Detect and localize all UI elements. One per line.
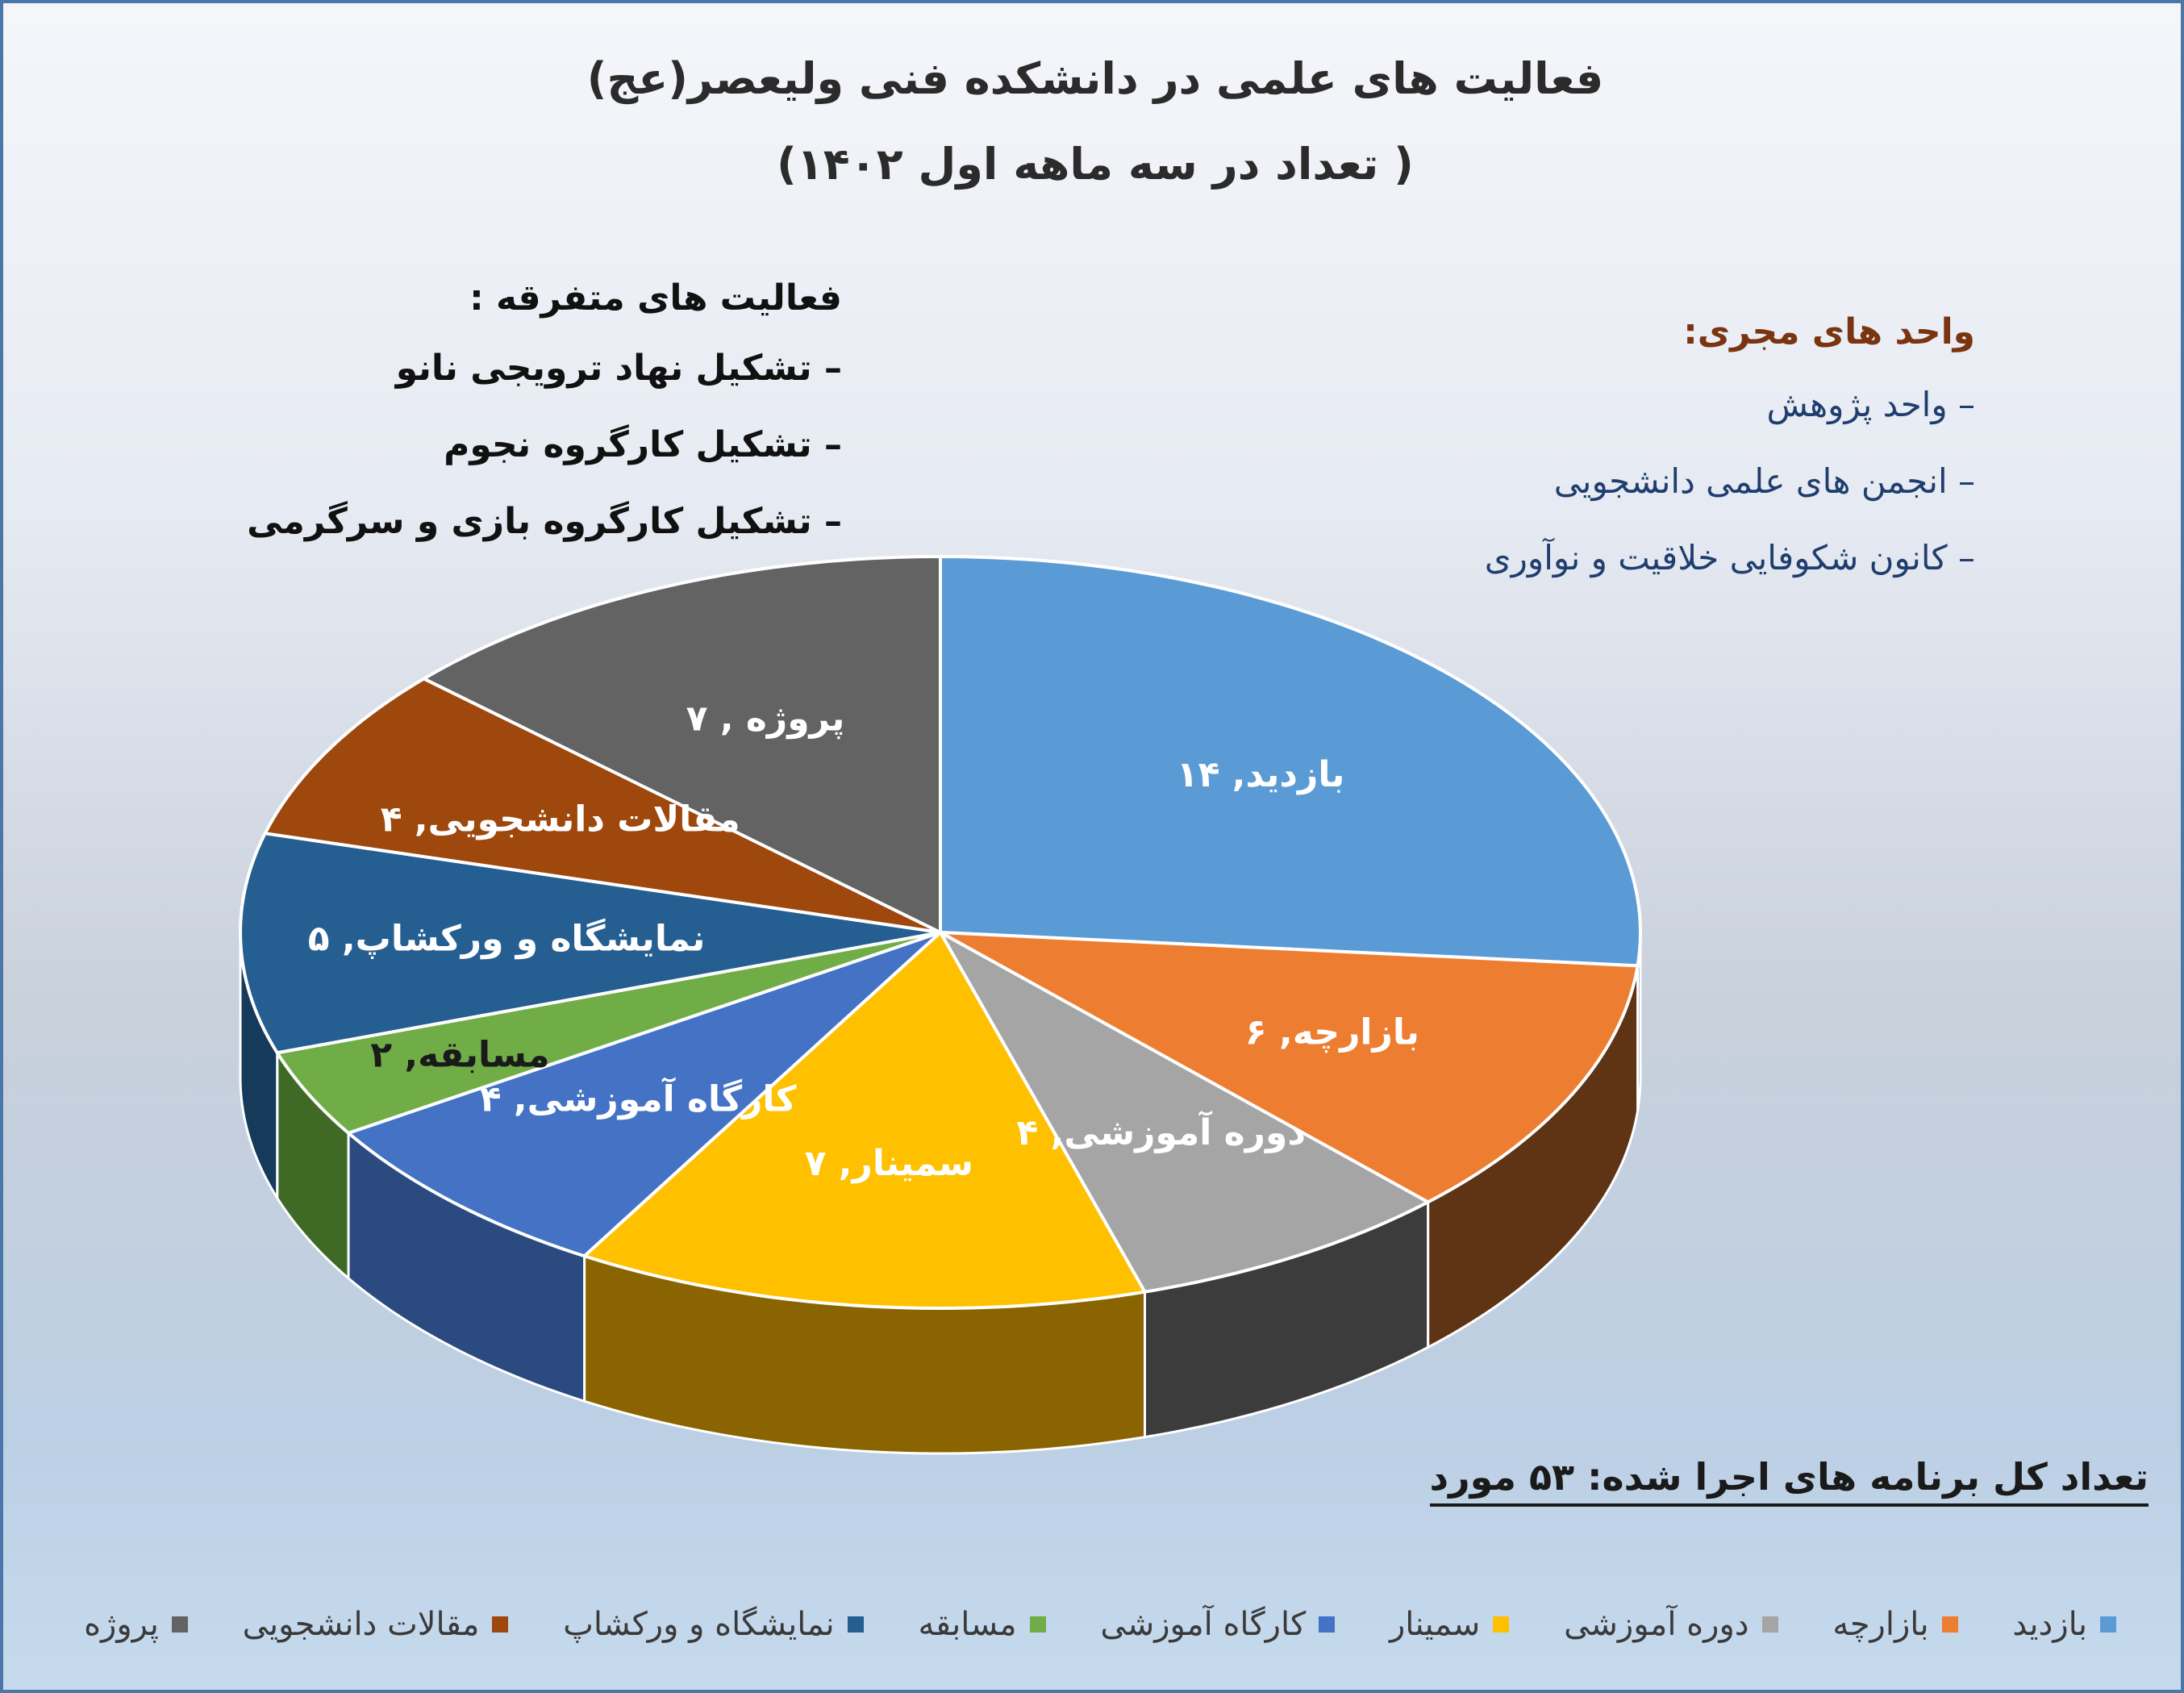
pie-slice bbox=[275, 931, 942, 1135]
misc-activities-block: فعالیت های متفرقه : – تشکیل نهاد ترویجی … bbox=[116, 277, 842, 578]
legend-item: مسابقه bbox=[918, 1606, 1046, 1643]
misc-activity-item: – تشکیل کارگروه نجوم bbox=[444, 424, 842, 465]
legend-label: مسابقه bbox=[918, 1606, 1017, 1643]
legend-item: بازدید bbox=[2012, 1606, 2116, 1643]
legend-label: کارگاه آموزشی bbox=[1100, 1606, 1307, 1643]
pie-slice bbox=[422, 555, 942, 934]
legend-swatch bbox=[1941, 1616, 1958, 1633]
executive-unit-item: – انجمن های علمی دانشجویی bbox=[1553, 461, 1975, 501]
legend-label: بازارچه bbox=[1832, 1606, 1929, 1643]
pie-slice bbox=[939, 555, 1642, 968]
legend-item: نمایشگاه و ورکشاپ bbox=[563, 1606, 864, 1643]
pie-slice bbox=[239, 832, 942, 1055]
executive-units-block: واحد های مجری: – واحد پژوهش – انجمن های … bbox=[1088, 311, 1975, 615]
slice-label: مسابقه, ۲ bbox=[370, 1034, 549, 1075]
misc-activities-heading: فعالیت های متفرقه : bbox=[469, 277, 842, 319]
chart-subtitle: ( تعداد در سه ماهه اول ۱۴۰۲) bbox=[777, 139, 1414, 190]
pie-slice bbox=[582, 931, 1147, 1310]
legend-label: نمایشگاه و ورکشاپ bbox=[563, 1606, 835, 1643]
slice-label: بازارچه, ۶ bbox=[1245, 1011, 1419, 1053]
legend-swatch bbox=[1029, 1616, 1046, 1633]
slice-label: کارگاه آموزشی, ۴ bbox=[480, 1076, 797, 1120]
chart-title: فعالیت های علمی در دانشکده فنی ولیعصر(عج… bbox=[586, 53, 1604, 104]
slice-label: بازدید, ۱۴ bbox=[1177, 754, 1345, 795]
legend-swatch bbox=[847, 1616, 864, 1633]
total-count: تعداد کل برنامه های اجرا شده: ۵۳ مورد bbox=[1429, 1455, 2149, 1507]
pie-slice bbox=[347, 931, 942, 1258]
chart-legend: بازدید بازارچه دوره آموزشی سمینار کارگاه آمو… bbox=[84, 1600, 2116, 1649]
legend-item: مقالات دانشجویی bbox=[243, 1606, 509, 1643]
executive-units-heading: واحد های مجری: bbox=[1683, 311, 1975, 352]
legend-swatch bbox=[1761, 1616, 1778, 1633]
legend-item: کارگاه آموزشی bbox=[1100, 1606, 1336, 1643]
slice-label: مقالات دانشجویی, ۴ bbox=[381, 799, 740, 840]
slice-label: سمینار, ۷ bbox=[805, 1143, 973, 1184]
legend-label: بازدید bbox=[2012, 1606, 2087, 1643]
legend-swatch bbox=[1319, 1616, 1336, 1633]
misc-activity-item: – تشکیل نهاد ترویجی نانو bbox=[395, 348, 842, 389]
slice-label: نمایشگاه و ورکشاپ, ۵ bbox=[308, 918, 706, 960]
executive-unit-item: – واحد پژوهش bbox=[1766, 385, 1975, 424]
legend-label: سمینار bbox=[1389, 1606, 1481, 1643]
legend-item: بازارچه bbox=[1832, 1606, 1958, 1643]
legend-swatch bbox=[1493, 1616, 1510, 1633]
legend-swatch bbox=[492, 1616, 509, 1633]
legend-item: سمینار bbox=[1389, 1606, 1510, 1643]
legend-swatch bbox=[171, 1616, 188, 1633]
legend-label: پروژه bbox=[84, 1606, 159, 1643]
legend-label: دوره آموزشی bbox=[1564, 1606, 1749, 1643]
slice-label: پروژه , ۷ bbox=[686, 698, 845, 740]
pie-slice bbox=[939, 931, 1430, 1294]
legend-item: پروژه bbox=[84, 1606, 188, 1643]
legend-label: مقالات دانشجویی bbox=[242, 1606, 480, 1643]
pie-chart: بازدید, ۱۴ بازارچه, ۶ دوره آموزشی, ۴ سمینار… bbox=[239, 555, 1642, 1455]
legend-swatch bbox=[2100, 1616, 2116, 1633]
pie-slice bbox=[939, 931, 1640, 1204]
pie-slice bbox=[263, 677, 942, 934]
legend-item: دوره آموزشی bbox=[1564, 1606, 1778, 1643]
slice-label: دوره آموزشی, ۴ bbox=[1016, 1110, 1305, 1153]
executive-unit-item: – کانون شکوفایی خلاقیت و نوآوری bbox=[1484, 538, 1975, 578]
misc-activity-item: – تشکیل کارگروه بازی و سرگرمی bbox=[247, 501, 842, 542]
